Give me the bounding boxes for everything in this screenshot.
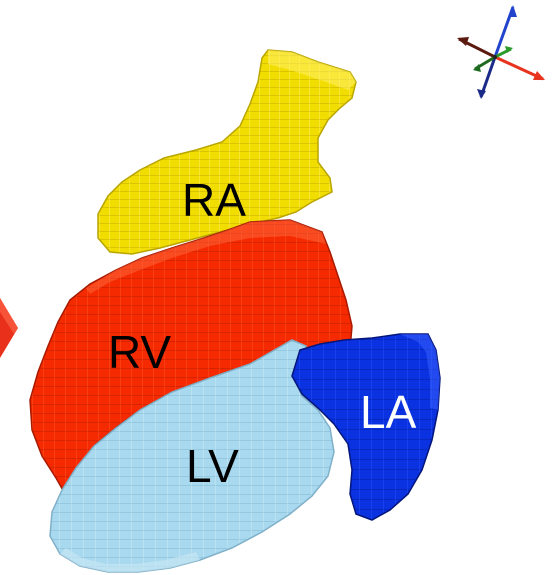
red-arrow-fragment [0, 298, 18, 358]
left-ventricle-shape [49, 339, 335, 573]
xyz-axes-icon [457, 5, 545, 99]
left-atrium-shape [291, 333, 441, 521]
label-ra: RA [182, 174, 246, 226]
label-la: LA [360, 386, 417, 438]
label-lv: LV [186, 440, 239, 492]
label-rv: RV [108, 326, 171, 378]
